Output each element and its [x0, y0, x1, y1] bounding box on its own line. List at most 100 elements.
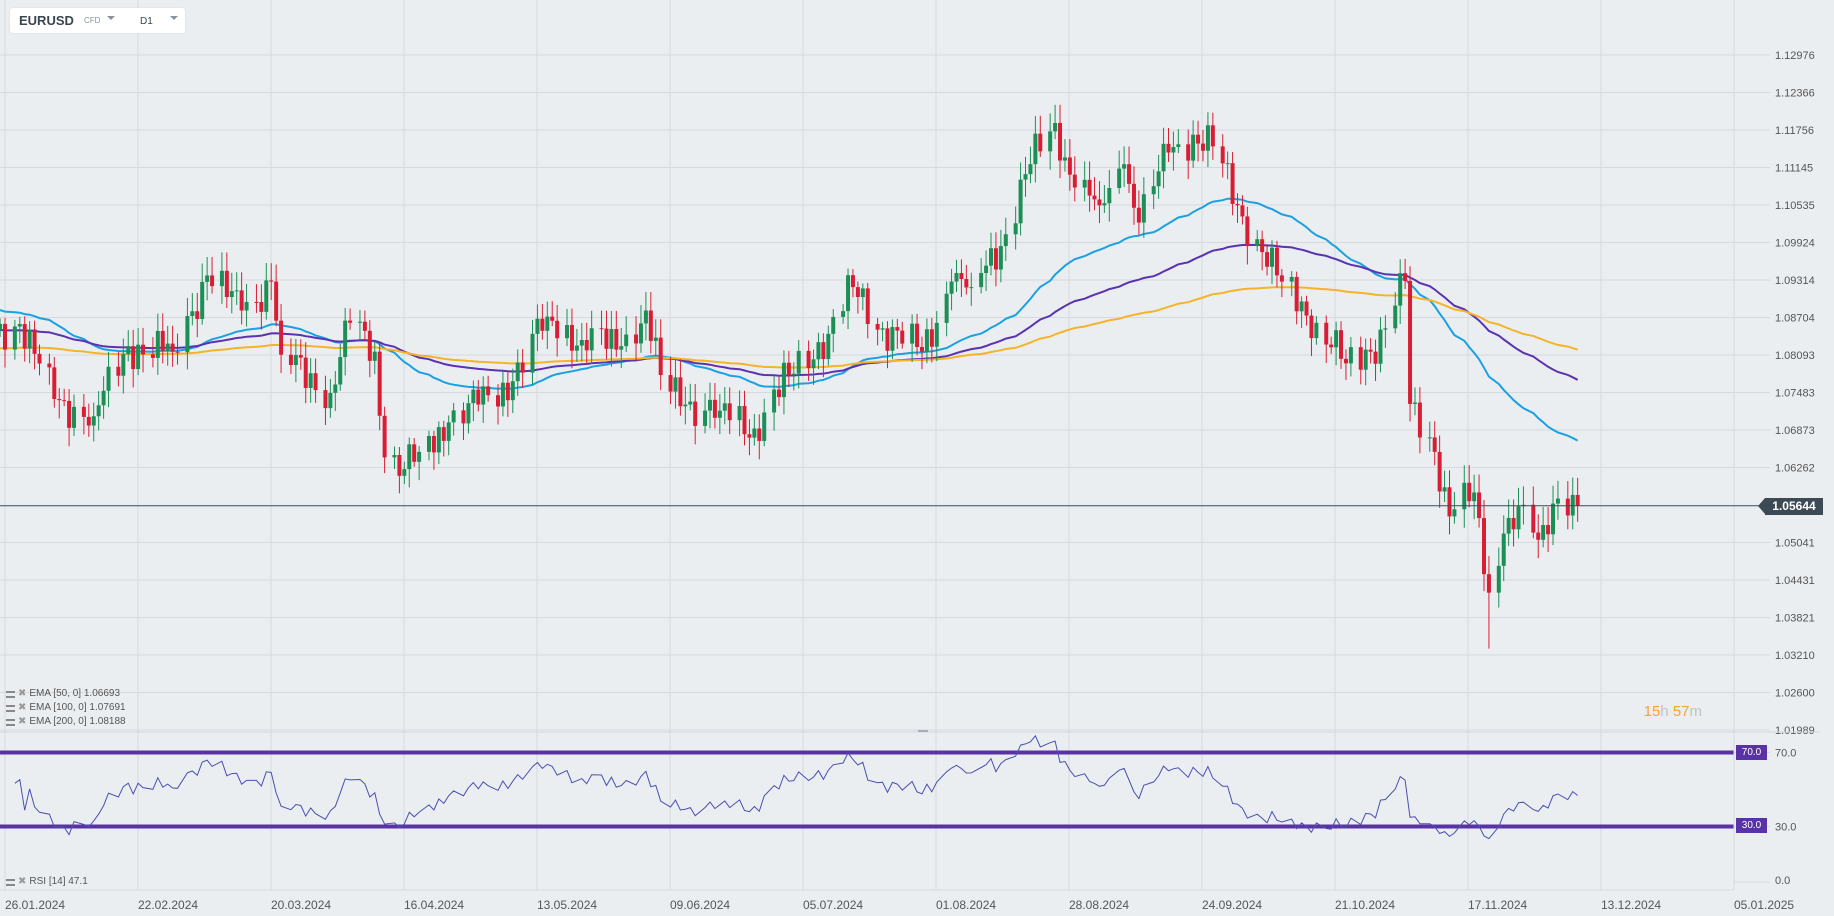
candle-body-up — [949, 281, 954, 294]
candle-body-up — [924, 329, 929, 352]
date-tick-label: 13.05.2024 — [537, 898, 597, 912]
candle-body-down — [348, 320, 353, 323]
settings-icon[interactable] — [6, 690, 15, 698]
candle-body-up — [890, 327, 895, 351]
candle-body-up — [688, 401, 693, 405]
candle-body-down — [1329, 344, 1334, 348]
candle-body-down — [62, 400, 67, 402]
candle-body-down — [1230, 163, 1235, 204]
symbol-name[interactable]: EURUSD — [19, 13, 74, 28]
legend-ema-200[interactable]: ✖ EMA [200, 0] 1.08188 — [6, 716, 126, 728]
date-tick-label: 05.07.2024 — [803, 898, 863, 912]
candle-body-down — [875, 323, 880, 330]
price-tick-label: 1.09924 — [1775, 238, 1815, 250]
candle-body-down — [885, 328, 890, 351]
candle-body-up — [1270, 247, 1275, 267]
candle-body-up — [155, 330, 160, 358]
candle-body-down — [279, 320, 284, 355]
candle-body-down — [1274, 247, 1279, 276]
candle-body-down — [993, 248, 998, 270]
candle-body-up — [91, 416, 96, 426]
candle-body-up — [954, 273, 959, 282]
candle-body-up — [27, 329, 32, 349]
rsi-lower-level-label[interactable]: 30.0 — [1736, 818, 1767, 833]
candle-body-up — [1151, 186, 1156, 195]
timeframe-dropdown-caret-icon[interactable] — [170, 16, 178, 20]
settings-icon[interactable] — [6, 878, 15, 886]
candle-body-up — [1102, 203, 1107, 206]
date-tick-label: 16.04.2024 — [404, 898, 464, 912]
candle-body-down — [1127, 164, 1132, 184]
candle-body-down — [668, 375, 673, 392]
candle-body-up — [1176, 144, 1181, 148]
candle-body-down — [1131, 183, 1136, 208]
candle-body-down — [1038, 133, 1043, 152]
candle-body-down — [540, 318, 545, 331]
candle-body-up — [72, 406, 77, 428]
remove-icon[interactable]: ✖ — [18, 702, 27, 713]
candle-body-up — [574, 345, 579, 351]
candle-body-up — [1141, 194, 1146, 223]
candle-body-down — [1546, 525, 1551, 535]
candle-body-up — [436, 427, 441, 453]
candle-body-up — [1363, 349, 1368, 370]
candle-body-down — [520, 362, 525, 373]
candle-body-up — [338, 357, 343, 385]
candle-body-down — [1373, 351, 1378, 364]
remove-icon[interactable]: ✖ — [18, 876, 27, 887]
rsi-upper-level-label[interactable]: 70.0 — [1736, 745, 1767, 760]
remove-icon[interactable]: ✖ — [18, 688, 27, 699]
legend-ema-50[interactable]: ✖ EMA [50, 0] 1.06693 — [6, 688, 120, 700]
candle-body-down — [377, 351, 382, 416]
symbol-dropdown-caret-icon[interactable] — [107, 16, 115, 20]
candle-body-down — [1417, 402, 1422, 438]
candle-body-down — [865, 288, 870, 324]
candle-body-down — [505, 382, 510, 401]
candle-body-up — [471, 389, 476, 404]
candle-body-up — [1412, 402, 1417, 404]
timeframe-selector[interactable]: D1 — [140, 16, 153, 27]
candle-body-up — [653, 337, 658, 341]
candle-body-up — [530, 333, 535, 373]
settings-icon[interactable] — [6, 704, 15, 712]
candle-body-down — [900, 330, 905, 344]
candle-body-down — [1067, 157, 1072, 175]
candle-body-up — [229, 291, 234, 298]
remove-icon[interactable]: ✖ — [18, 716, 27, 727]
grid — [0, 0, 1770, 890]
candle-body-up — [1117, 168, 1122, 189]
candle-body-up — [200, 281, 205, 319]
settings-icon[interactable] — [6, 718, 15, 726]
candle-body-down — [1097, 199, 1102, 206]
candle-body-down — [599, 328, 604, 330]
legend-label: RSI [14] 47.1 — [29, 876, 88, 887]
candle-body-up — [510, 381, 515, 401]
candle-body-up — [619, 346, 624, 350]
legend-ema-100[interactable]: ✖ EMA [100, 0] 1.07691 — [6, 702, 126, 714]
candle-body-up — [1107, 188, 1112, 204]
candle-body-up — [717, 410, 722, 418]
candle-body-down — [1309, 315, 1314, 339]
candle-body-up — [1205, 125, 1210, 151]
price-tick-label: 1.08704 — [1775, 313, 1815, 325]
candle-body-up — [944, 293, 949, 323]
candle-body-up — [328, 392, 333, 409]
legend-label: EMA [200, 0] 1.08188 — [29, 716, 126, 727]
candle-body-down — [634, 334, 639, 344]
legend-rsi[interactable]: ✖ RSI [14] 47.1 — [6, 876, 88, 888]
candle-body-down — [757, 428, 762, 441]
candle-body-up — [1398, 273, 1403, 306]
candle-body-up — [185, 316, 190, 353]
date-tick-label: 13.12.2024 — [1601, 898, 1661, 912]
candle-body-down — [362, 321, 367, 331]
candle-body-up — [722, 403, 727, 411]
candle-body-down — [1092, 195, 1097, 200]
price-tick-label: 1.01989 — [1775, 725, 1815, 737]
date-tick-label: 05.01.2025 — [1734, 898, 1794, 912]
date-tick-label: 01.08.2024 — [936, 898, 996, 912]
candle-body-down — [367, 330, 372, 361]
candle-body-down — [1265, 252, 1270, 267]
symbol-selector[interactable]: EURUSD CFD D1 — [10, 8, 185, 33]
candle-body-down — [1186, 144, 1191, 161]
